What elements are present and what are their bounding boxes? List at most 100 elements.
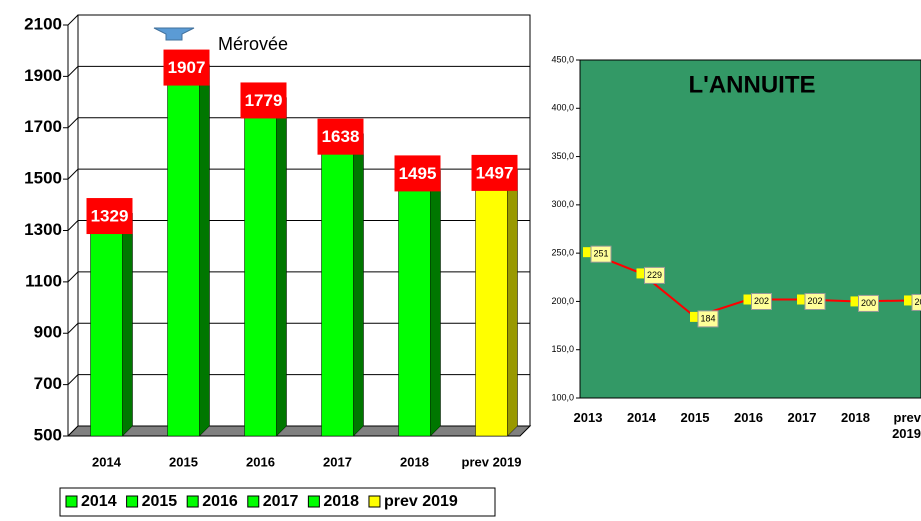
legend-swatch [247, 495, 260, 508]
y-tick-label: 700 [34, 374, 62, 393]
y-tick-label: 1700 [24, 117, 62, 136]
legend-label: 2017 [263, 493, 299, 510]
legend-label: 2016 [202, 493, 238, 510]
y-tick-label: 350,0 [551, 151, 574, 161]
x-tick-label: prev 2019 [892, 410, 921, 441]
bar [321, 143, 354, 437]
value-label: 229 [647, 270, 662, 280]
x-tick-label: 2018 [841, 410, 870, 425]
bar-side [430, 169, 441, 437]
marker [797, 294, 807, 305]
grid-line [67, 117, 79, 129]
x-tick-label: 2016 [246, 454, 275, 469]
grid-line [67, 14, 79, 26]
y-tick-label: 450,0 [551, 54, 574, 64]
y-tick-label: 200,0 [551, 296, 574, 306]
bar-side [122, 212, 133, 437]
x-tick-label: 2016 [734, 410, 763, 425]
bar-side [507, 169, 518, 437]
value-label: 200 [861, 298, 876, 308]
value-label: 201 [914, 297, 921, 307]
legend-label: 2014 [81, 493, 117, 510]
x-tick-label-box: 2016 [734, 410, 763, 425]
x-tick-label: prev 2019 [462, 454, 522, 469]
marker [743, 294, 754, 305]
y-tick-label: 500 [34, 425, 62, 444]
marker [690, 311, 700, 322]
value-label: 251 [593, 249, 608, 259]
x-tick-label: 2014 [92, 454, 122, 469]
x-tick-label: 2017 [323, 454, 352, 469]
bar-side [199, 63, 210, 437]
x-tick-label-box: prev 2019 [892, 410, 921, 441]
legend-swatch [307, 495, 320, 508]
value-label: 202 [754, 296, 769, 306]
y-tick-label: 250,0 [551, 248, 574, 258]
x-tick-label-box: 2015 [680, 410, 710, 425]
bar [90, 222, 123, 437]
x-tick-label-box: 2018 [841, 410, 870, 425]
x-tick-label: 2014 [627, 410, 656, 425]
y-tick-label: 400,0 [551, 103, 574, 113]
grid-line [67, 374, 79, 385]
y-tick-label: 1900 [24, 66, 62, 85]
bar [244, 107, 277, 437]
chart-title: L'ANNUITE [688, 71, 815, 98]
y-tick-label: 150,0 [551, 344, 574, 354]
x-tick-label: 2015 [169, 454, 198, 469]
marker [850, 296, 861, 307]
value-label-box [86, 198, 133, 235]
marker [904, 295, 914, 306]
x-tick-label-box: 2014 [627, 410, 656, 425]
legend-swatch [186, 495, 199, 508]
value-label-box [317, 118, 364, 155]
value-label: 1638 [322, 127, 360, 146]
grid-line [67, 322, 79, 334]
bar [398, 180, 431, 437]
bar [475, 179, 508, 437]
y-tick-label: 900 [34, 323, 62, 342]
value-label-box [804, 292, 826, 310]
y-tick-label: 1100 [25, 271, 62, 290]
legend-swatch [65, 495, 78, 508]
grid-line [67, 168, 79, 180]
value-label-box [697, 310, 719, 328]
x-tick-label: 2015 [680, 410, 710, 425]
y-tick-label: 2100 [24, 14, 62, 33]
grid-line [67, 271, 79, 283]
value-label: 184 [700, 313, 715, 323]
marker [583, 247, 593, 258]
x-tick-label: 2013 [573, 410, 603, 425]
legend-label: 2018 [323, 493, 359, 510]
annotation: Mérovée [218, 34, 288, 54]
value-label: 1495 [399, 164, 437, 183]
value-label-box [751, 292, 772, 310]
y-tick-label: 1300 [24, 220, 62, 239]
legend-label: prev 2019 [384, 493, 458, 510]
x-tick-label-box: 2013 [573, 410, 603, 425]
grid-line [67, 220, 79, 231]
y-tick-label: 100,0 [551, 392, 574, 402]
floor [66, 425, 532, 437]
value-label-box [394, 155, 441, 192]
y-tick-label: 300,0 [551, 199, 574, 209]
value-label-box [590, 245, 612, 263]
plot-area [579, 59, 921, 399]
marker [636, 268, 647, 279]
value-label: 1497 [476, 163, 514, 182]
legend-swatch [126, 495, 139, 508]
value-label: 202 [807, 296, 822, 306]
grid-line [67, 66, 79, 77]
x-tick-label: 2017 [787, 410, 817, 425]
bar-side [353, 133, 364, 437]
bar [167, 74, 200, 437]
arrow [153, 27, 195, 41]
bar-side [276, 96, 287, 437]
value-label-box [240, 82, 287, 119]
value-label: 1329 [91, 207, 129, 226]
value-label-box [858, 294, 879, 312]
value-label-box [471, 154, 518, 191]
y-tick-label: 1500 [24, 169, 62, 188]
